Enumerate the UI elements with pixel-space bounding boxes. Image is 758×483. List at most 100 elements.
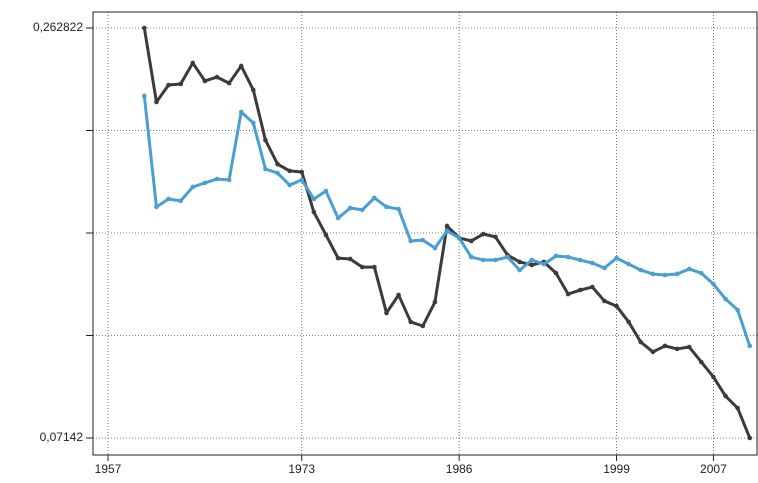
- point: [263, 166, 268, 172]
- point: [638, 339, 644, 345]
- point: [577, 287, 583, 293]
- point: [553, 253, 559, 259]
- point: [238, 109, 244, 115]
- point: [226, 177, 232, 183]
- point: [251, 120, 256, 126]
- point: [614, 303, 619, 309]
- point: [275, 161, 280, 167]
- point: [481, 257, 486, 263]
- point: [602, 298, 607, 304]
- point: [590, 260, 595, 266]
- point: [142, 25, 147, 31]
- point: [541, 261, 547, 267]
- series-line: [142, 95, 752, 347]
- point: [396, 292, 401, 298]
- point: [529, 257, 535, 263]
- point: [674, 346, 680, 352]
- point: [638, 267, 644, 273]
- point: [154, 204, 159, 210]
- point: [686, 344, 692, 350]
- point: [226, 80, 232, 86]
- point: [650, 349, 656, 355]
- point: [723, 296, 728, 302]
- point: [432, 245, 438, 251]
- point: [747, 343, 753, 349]
- x-tick-label: 1986: [446, 462, 473, 476]
- point: [444, 223, 450, 229]
- point: [299, 177, 305, 183]
- point: [214, 74, 220, 80]
- point: [674, 271, 680, 277]
- x-tick-label: 1999: [603, 462, 630, 476]
- point: [553, 270, 559, 276]
- point: [517, 259, 522, 265]
- point: [602, 265, 607, 271]
- point: [650, 271, 656, 277]
- point: [263, 137, 268, 143]
- point: [359, 264, 365, 270]
- point: [372, 195, 377, 201]
- x-tick-label: 2007: [700, 462, 727, 476]
- x-tick-label: 1973: [288, 462, 315, 476]
- point: [166, 196, 171, 202]
- point: [238, 63, 244, 69]
- point: [565, 291, 571, 297]
- point: [711, 281, 716, 287]
- point: [275, 170, 280, 176]
- point: [468, 254, 474, 260]
- point: [202, 180, 208, 186]
- x-tick-label: 1957: [95, 462, 122, 476]
- point: [311, 196, 317, 202]
- y-tick-label: 0,262822: [33, 20, 83, 34]
- point: [384, 310, 389, 316]
- point: [299, 169, 305, 175]
- point: [735, 405, 740, 411]
- point: [456, 235, 462, 241]
- point: [420, 237, 426, 243]
- point: [444, 228, 450, 234]
- point: [662, 343, 668, 349]
- point: [468, 238, 474, 244]
- point: [251, 87, 256, 93]
- point: [711, 374, 716, 380]
- point: [335, 255, 341, 261]
- point: [347, 256, 353, 262]
- point: [154, 99, 159, 105]
- point: [565, 254, 571, 260]
- point: [202, 78, 208, 84]
- point: [178, 198, 183, 204]
- point: [323, 232, 329, 238]
- point: [662, 272, 668, 278]
- point: [493, 257, 498, 263]
- point: [686, 266, 692, 272]
- point: [166, 82, 171, 88]
- point: [311, 209, 317, 215]
- point: [590, 284, 595, 290]
- point: [347, 205, 353, 211]
- point: [723, 393, 728, 399]
- point: [287, 168, 292, 174]
- y-tick-label: 0,07142: [40, 430, 84, 444]
- point: [747, 435, 753, 441]
- point: [408, 238, 414, 244]
- plot-frame: [92, 11, 758, 456]
- point: [287, 182, 292, 188]
- point: [481, 231, 486, 237]
- point: [190, 60, 196, 66]
- point: [699, 270, 704, 276]
- point: [505, 254, 510, 260]
- point: [372, 264, 377, 270]
- point: [577, 257, 583, 263]
- point: [396, 206, 401, 212]
- point: [408, 319, 414, 325]
- point: [735, 307, 740, 313]
- point: [626, 319, 631, 325]
- point: [517, 267, 522, 273]
- point: [190, 184, 196, 190]
- point: [493, 234, 498, 240]
- point: [420, 323, 426, 329]
- point: [626, 261, 631, 267]
- point: [323, 188, 329, 194]
